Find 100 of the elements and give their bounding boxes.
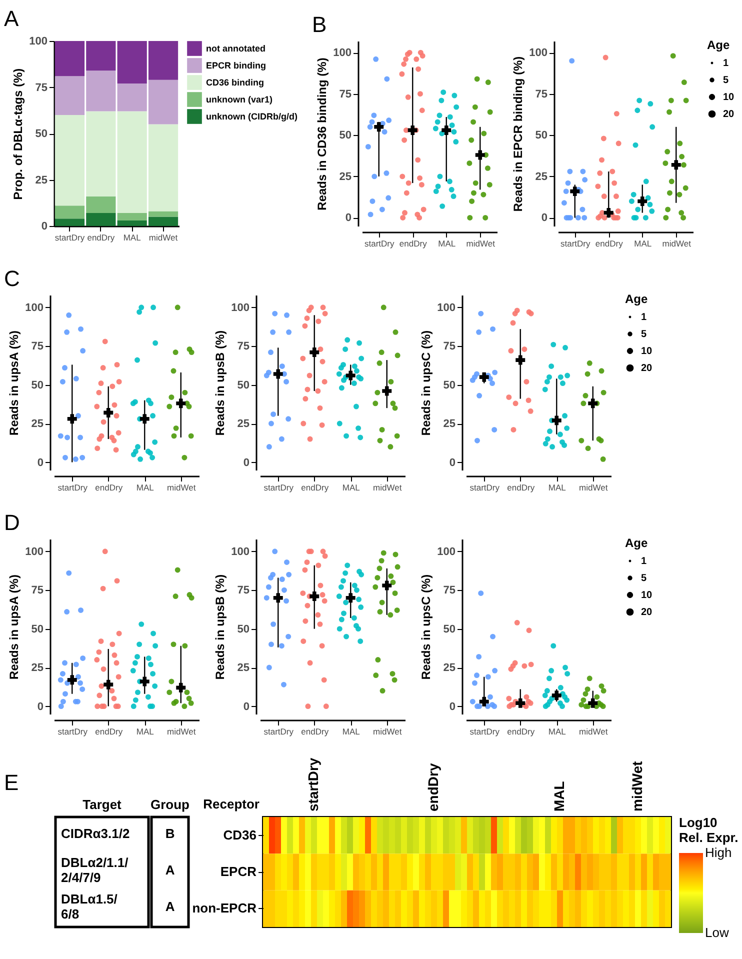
x-tick-label: startDry: [560, 238, 591, 248]
text: Group: [150, 797, 190, 812]
x-tick-label: endDry: [507, 482, 536, 492]
y-axis-title: Reads in upsA (%): [7, 574, 22, 680]
text: Age: [707, 38, 730, 52]
y-tick-label: 0: [449, 456, 456, 469]
x-tick-label: midWet: [373, 482, 402, 492]
x-tick-label: MAL: [551, 780, 567, 812]
y-tick-label: 75: [31, 584, 44, 597]
text: 20: [641, 363, 653, 374]
x-tick-label: endDry: [425, 763, 441, 812]
y-tick-label: 75: [237, 340, 250, 353]
y-tick-label: 0: [345, 212, 352, 224]
y-tick-label: 0: [243, 456, 250, 469]
y-tick-label: EPCR: [220, 864, 258, 879]
x-tick-label: midWet: [662, 238, 692, 248]
x-tick-label: startDry: [264, 726, 294, 736]
x-tick-label: endDry: [87, 232, 116, 242]
x-tick-label: startDry: [470, 482, 500, 492]
x-tick-label: endDry: [301, 482, 330, 492]
y-axis-title: Reads in upsB (%): [213, 330, 228, 436]
text: Target: [82, 797, 122, 812]
x-tick-label: MAL: [438, 238, 456, 248]
legend-label: EPCR binding: [206, 60, 266, 70]
text: E: [4, 770, 19, 795]
x-tick-label: endDry: [595, 238, 624, 248]
y-axis-title: Receptor: [203, 796, 260, 812]
text: DBLα2/1.1/ 2/4/7/9: [61, 855, 129, 885]
y-tick-label: 0: [37, 700, 44, 713]
x-tick-label: startDry: [364, 238, 395, 248]
x-tick-label: startDry: [58, 726, 88, 736]
y-tick-label: 50: [339, 130, 352, 142]
y-tick-label: 25: [31, 662, 44, 674]
y-tick-label: 100: [25, 546, 44, 558]
text: C: [4, 266, 20, 291]
y-tick-label: 25: [35, 174, 48, 186]
text: DBLα1.5/ 6/8: [61, 892, 118, 922]
y-tick-label: 75: [35, 82, 48, 94]
text: B: [165, 826, 175, 841]
text: Age: [625, 536, 648, 550]
text: A: [165, 862, 176, 878]
text: Age: [625, 292, 648, 306]
y-tick-label: 100: [231, 546, 250, 558]
y-tick-label: 25: [535, 170, 548, 183]
text: CIDRα3.1/2: [61, 826, 130, 841]
x-tick-label: endDry: [507, 726, 536, 736]
x-tick-label: startDry: [470, 726, 500, 736]
text: 20: [723, 109, 735, 120]
y-tick-label: 25: [31, 418, 44, 430]
y-tick-label: 100: [437, 546, 456, 558]
color-bar-title: Log10 Rel. Expr.: [679, 815, 738, 845]
color-bar-label: Low: [705, 925, 730, 940]
y-tick-label: 25: [237, 418, 250, 430]
legend-label: unknown (var1): [206, 94, 273, 104]
x-tick-label: MAL: [136, 726, 154, 736]
x-tick-label: midWet: [148, 232, 178, 242]
y-tick-label: CD36: [223, 827, 256, 842]
y-tick-label: 50: [237, 379, 250, 392]
y-tick-label: 75: [339, 88, 352, 100]
x-tick-label: midWet: [373, 726, 402, 736]
text: 5: [723, 75, 729, 86]
y-axis-title: Reads in upsC (%): [419, 574, 434, 680]
text: D: [4, 510, 20, 535]
y-axis-title: Prop. of DBLα-tags (%): [11, 68, 26, 200]
text: 5: [641, 329, 647, 340]
x-tick-label: MAL: [342, 482, 360, 492]
y-tick-label: 50: [443, 379, 456, 392]
x-tick-label: endDry: [399, 238, 428, 248]
y-tick-label: 75: [31, 340, 44, 353]
text: 10: [641, 590, 653, 601]
x-tick-label: MAL: [634, 238, 652, 248]
y-tick-label: 50: [31, 379, 44, 392]
y-tick-label: non-EPCR: [192, 900, 258, 916]
x-tick-label: startDry: [264, 482, 294, 492]
legend-label: unknown (CIDRb/g/d): [206, 112, 298, 122]
y-axis-title: Reads in upsA (%): [7, 330, 22, 436]
y-tick-label: 25: [237, 662, 250, 674]
text: 1: [723, 58, 729, 69]
text: 5: [641, 573, 647, 584]
y-tick-label: 100: [25, 302, 44, 314]
x-tick-label: startDry: [58, 482, 88, 492]
x-tick-label: MAL: [136, 482, 154, 492]
x-tick-label: startDry: [54, 232, 86, 242]
y-axis-title: Reads in EPCR binding (%): [511, 56, 526, 212]
y-tick-label: 75: [443, 584, 456, 597]
y-tick-label: 100: [529, 47, 548, 60]
y-tick-label: 50: [35, 128, 48, 140]
x-tick-label: midWet: [579, 726, 608, 736]
text: 1: [641, 312, 647, 323]
y-tick-label: 75: [237, 584, 250, 597]
y-tick-label: 25: [443, 662, 456, 674]
text: 10: [641, 346, 653, 357]
x-tick-label: midWet: [629, 760, 645, 812]
x-tick-label: midWet: [167, 482, 196, 492]
y-tick-label: 0: [541, 212, 548, 224]
y-tick-label: 0: [449, 700, 456, 713]
y-tick-label: 100: [29, 36, 48, 48]
y-axis-title: Reads in upsB (%): [213, 574, 228, 680]
x-tick-label: endDry: [95, 726, 124, 736]
x-tick-label: midWet: [466, 238, 496, 248]
